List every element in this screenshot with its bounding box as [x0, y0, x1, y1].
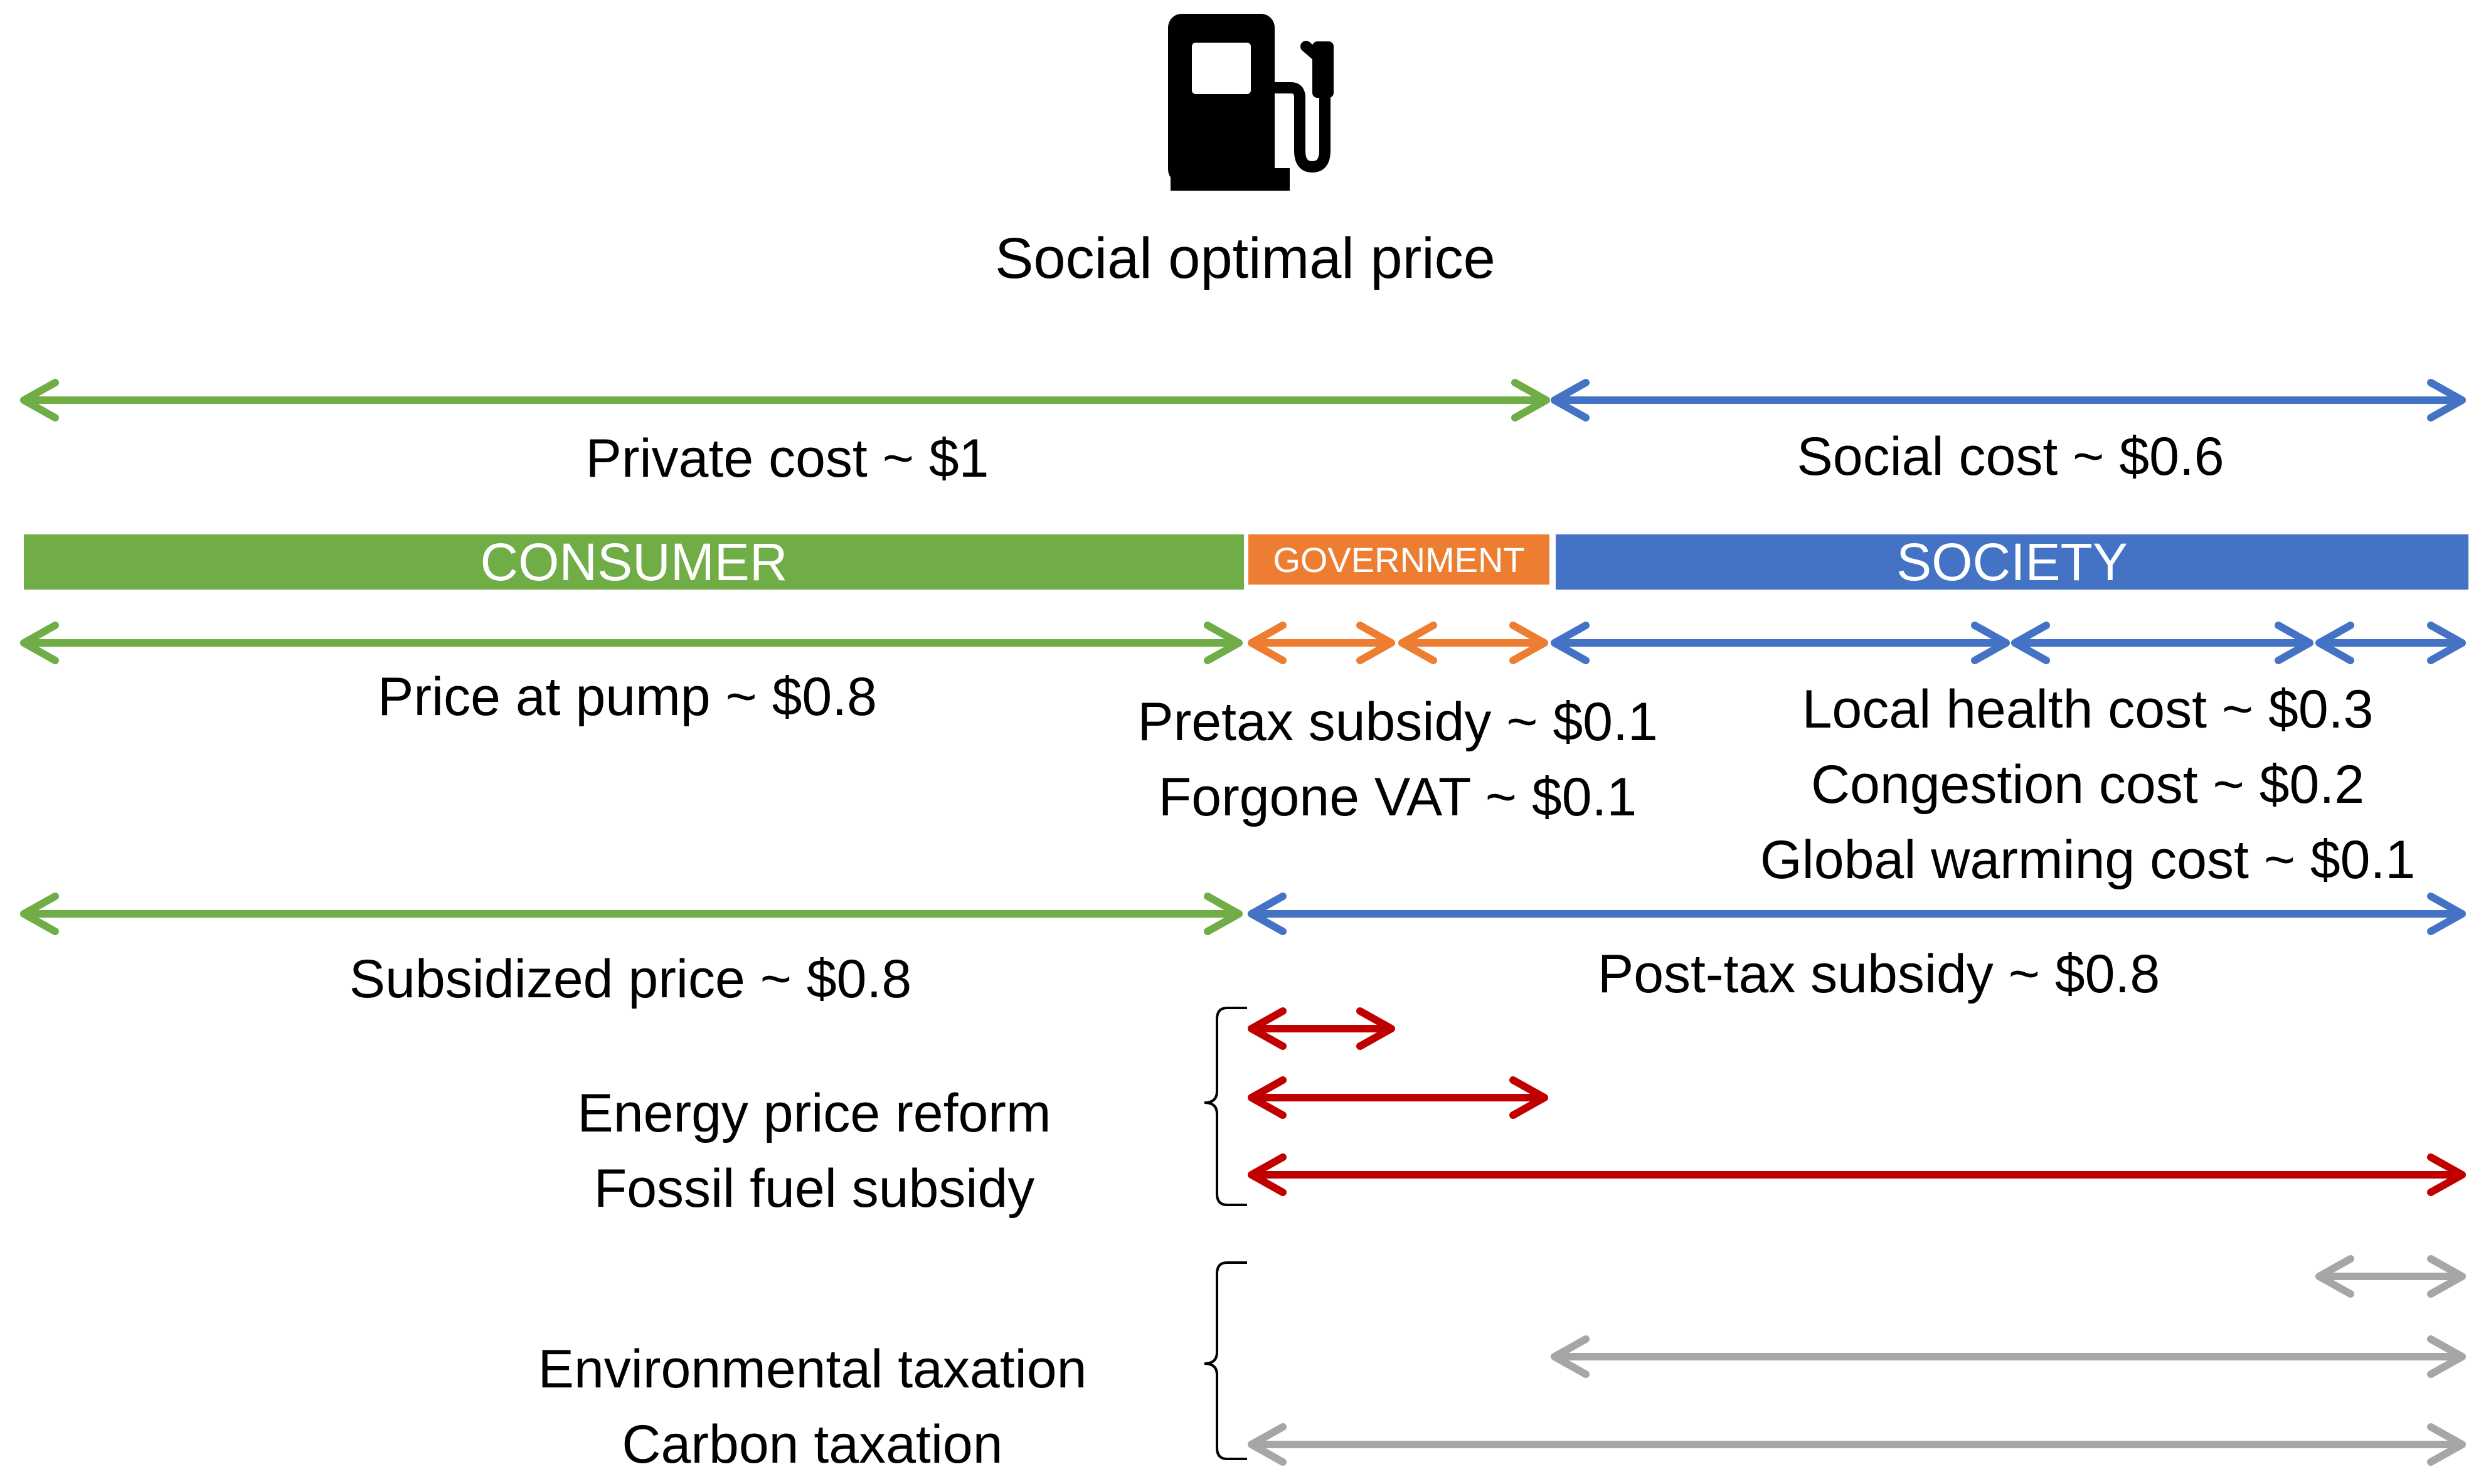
society-bar-label: SOCIETY — [1896, 532, 2128, 591]
government-bar-label: GOVERNMENT — [1273, 539, 1525, 580]
reform-arrow-full — [1248, 1153, 2466, 1196]
reform-arrow-pretax — [1248, 1007, 1395, 1050]
local-health-arrow — [1551, 622, 2010, 664]
congestion-arrow — [2011, 622, 2313, 664]
subsidized-price-label: Subsidized price ~ $0.8 — [349, 949, 912, 1009]
consumer-bar-label: CONSUMER — [480, 532, 788, 591]
forgone-vat-arrow — [1398, 622, 1548, 664]
tax-arrow-full — [1248, 1423, 2466, 1466]
environmental-taxation-label: Environmental taxation — [538, 1339, 1087, 1399]
forgone-vat-label: Forgone VAT ~ $0.1 — [1158, 767, 1637, 827]
energy-price-reform-label: Energy price reform — [577, 1083, 1051, 1143]
fossil-fuel-subsidy-label: Fossil fuel subsidy — [593, 1158, 1035, 1219]
pretax-subsidy-arrow — [1248, 622, 1395, 664]
post-tax-subsidy-label: Post-tax subsidy ~ $0.8 — [1597, 944, 2160, 1004]
global-warming-label: Global warming cost ~ $0.1 — [1760, 830, 2416, 890]
page-title: Social optimal price — [995, 226, 1495, 290]
congestion-label: Congestion cost ~ $0.2 — [1810, 755, 2365, 815]
pretax-subsidy-label: Pretax subsidy ~ $0.1 — [1137, 692, 1658, 752]
government-bar: GOVERNMENT — [1248, 534, 1549, 585]
price-at-pump-label: Price at pump ~ $0.8 — [378, 667, 877, 727]
private-cost-label: Private cost ~ $1 — [585, 428, 989, 489]
post-tax-subsidy-arrow — [1248, 893, 2466, 935]
global-warming-arrow — [2315, 622, 2466, 664]
reform-arrow-government — [1248, 1076, 1548, 1119]
fuel-pump-icon — [1168, 14, 1334, 191]
consumer-bar: CONSUMER — [24, 532, 1244, 591]
society-bar: SOCIETY — [1556, 532, 2468, 591]
carbon-taxation-label: Carbon taxation — [622, 1414, 1003, 1475]
tax-arrow-carbon — [2315, 1255, 2466, 1298]
social-cost-label: Social cost ~ $0.6 — [1797, 427, 2224, 487]
subsidized-price-arrow — [20, 893, 1243, 935]
private-cost-arrow — [20, 379, 1550, 421]
brace-environmental-taxation — [1204, 1261, 1247, 1460]
price-at-pump-arrow — [20, 622, 1243, 664]
local-health-label: Local health cost ~ $0.3 — [1802, 679, 2374, 739]
brace-energy-reform — [1204, 1007, 1247, 1206]
social-cost-arrow — [1551, 379, 2466, 421]
tax-arrow-environmental — [1551, 1335, 2466, 1378]
